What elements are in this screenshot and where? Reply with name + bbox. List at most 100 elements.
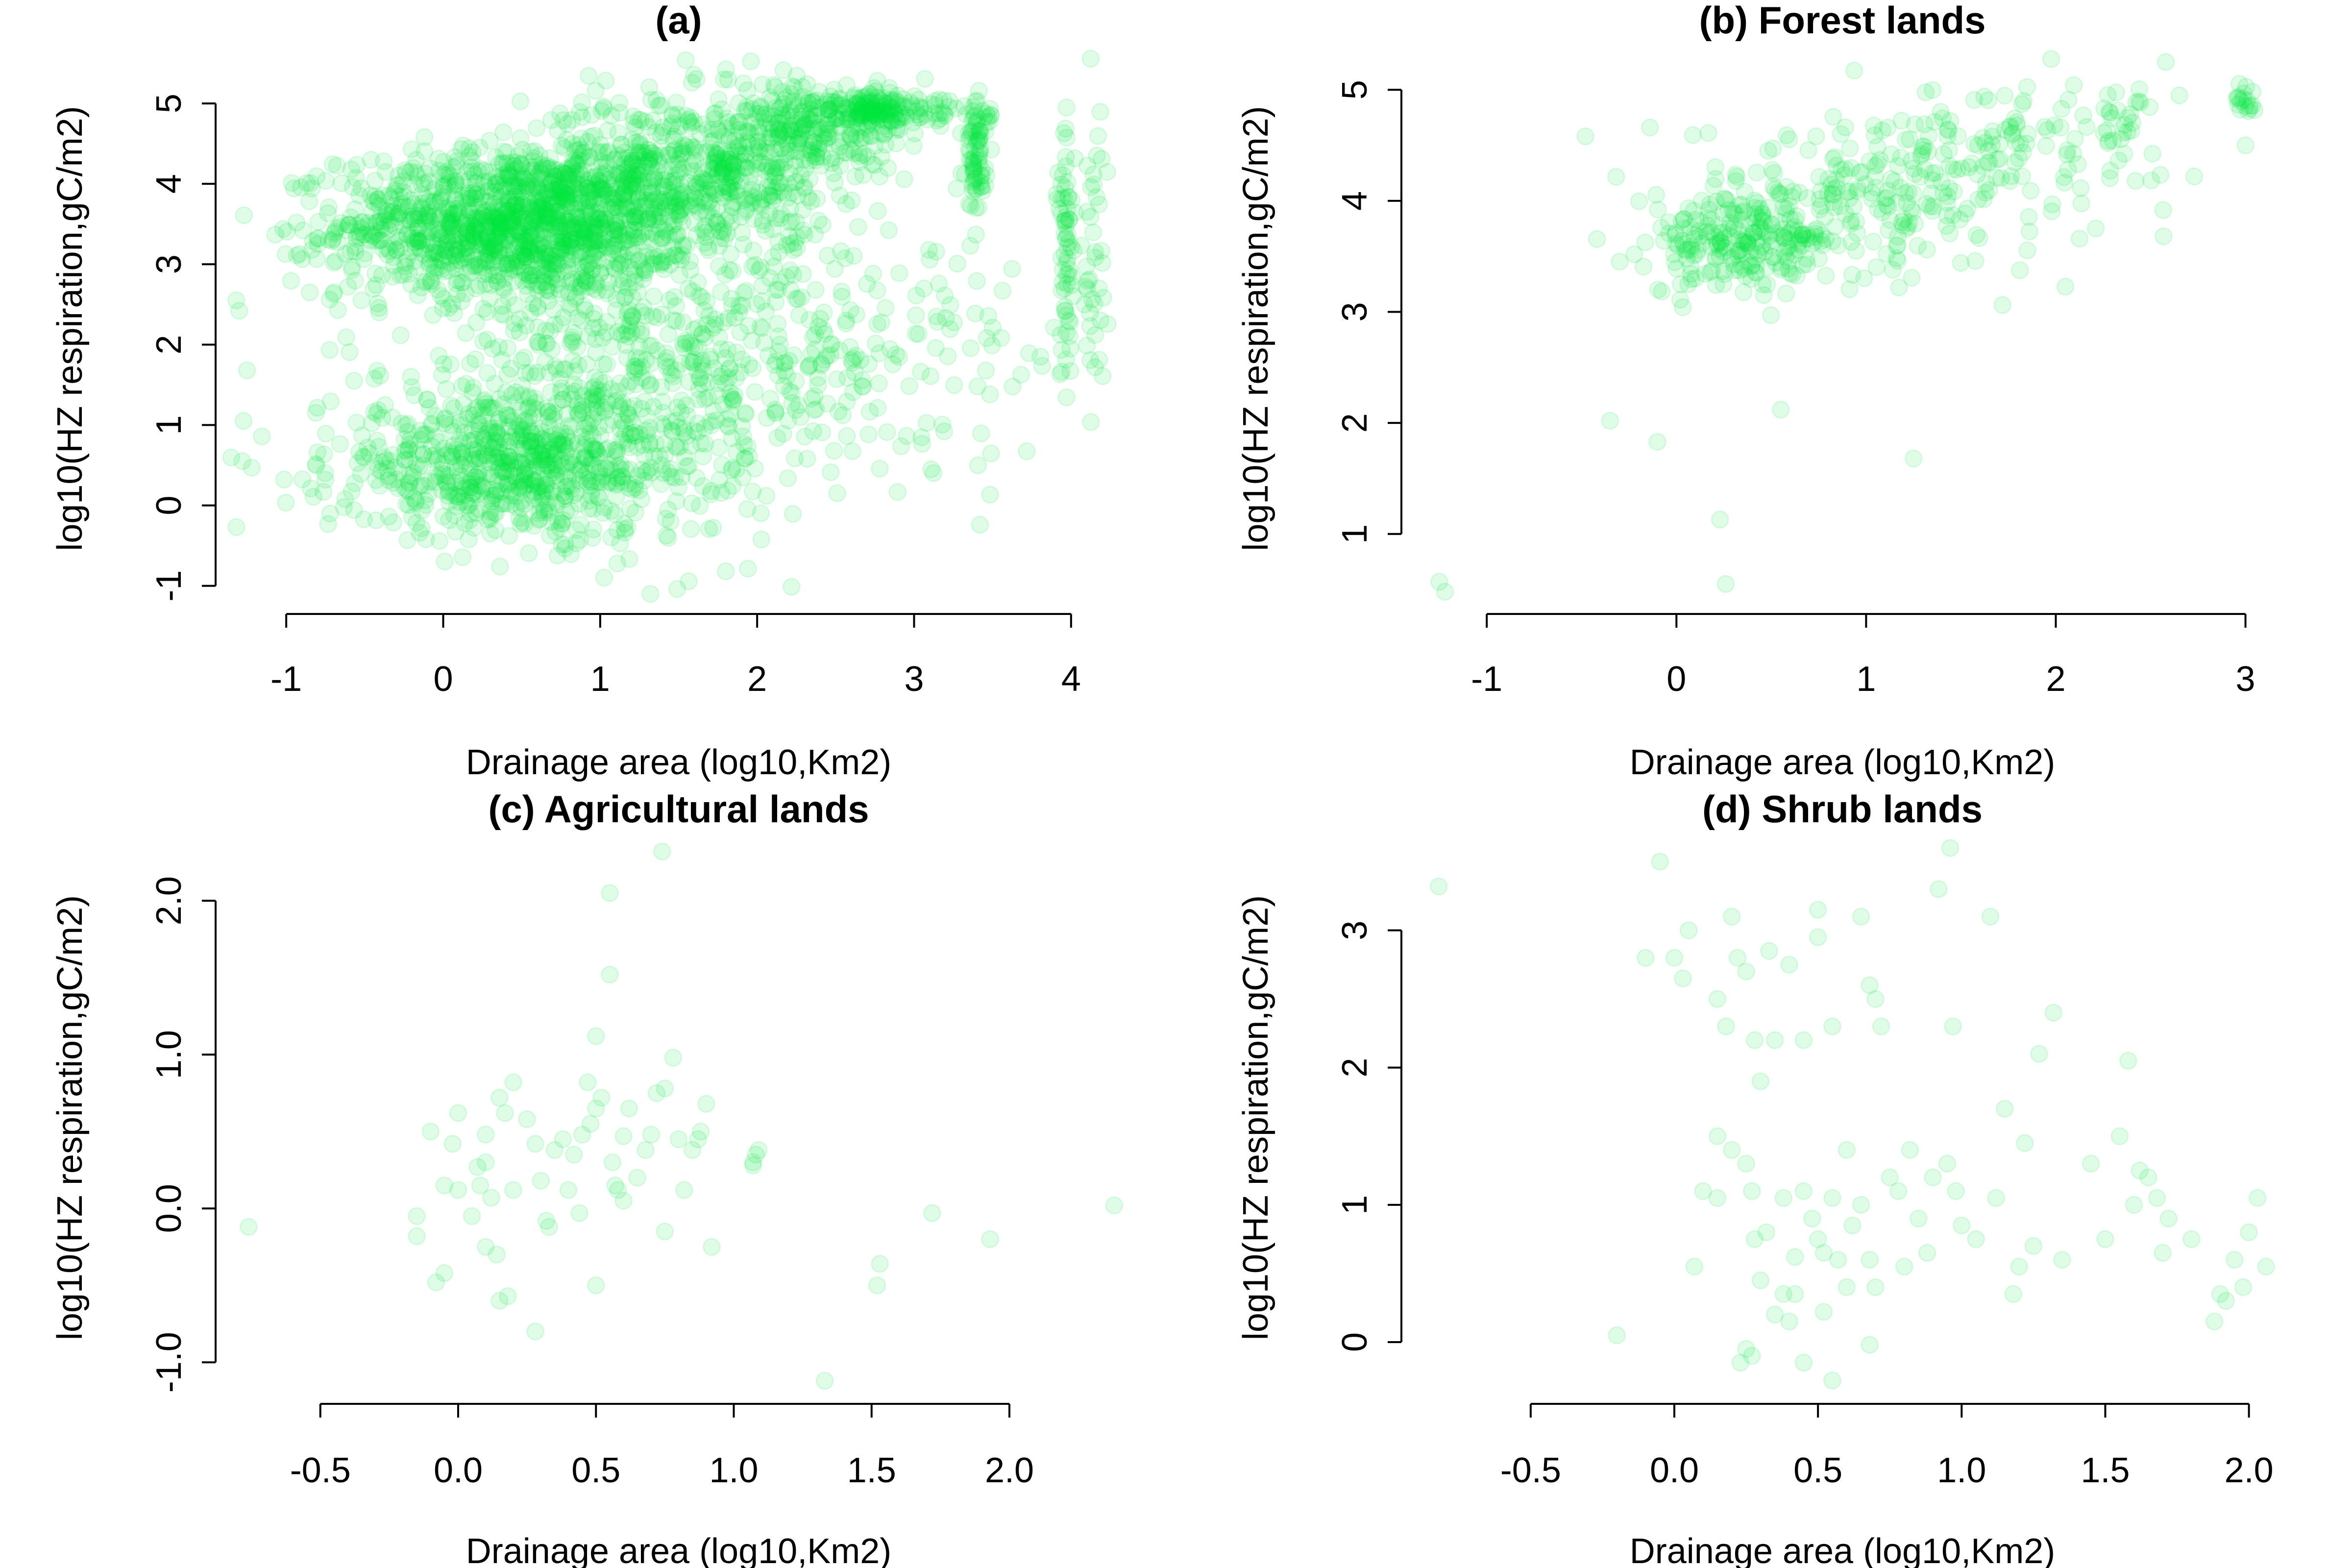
data-point [424, 306, 442, 324]
data-point [472, 229, 491, 247]
data-point [564, 1145, 583, 1164]
data-point [638, 213, 657, 231]
data-point [448, 251, 466, 270]
data-point [351, 228, 369, 246]
data-point [1652, 282, 1671, 301]
data-point [578, 267, 597, 286]
data-point [1916, 83, 1935, 101]
data-point [522, 142, 540, 161]
data-point [557, 211, 575, 230]
data-point [410, 232, 428, 250]
data-point [588, 231, 607, 250]
data-point [672, 403, 690, 422]
data-point [1093, 254, 1112, 272]
data-point [1872, 1017, 1890, 1036]
data-point [742, 100, 761, 119]
scatter-points [240, 842, 1124, 1390]
data-point [433, 252, 452, 270]
data-point [406, 234, 424, 252]
data-point [2170, 86, 2189, 105]
data-point [528, 168, 546, 187]
data-point [450, 251, 469, 270]
data-point [497, 202, 515, 221]
data-point [498, 163, 516, 182]
data-point [652, 255, 670, 274]
data-point [1809, 928, 1827, 947]
data-point [923, 1204, 941, 1223]
data-point [655, 252, 673, 270]
data-point [600, 965, 619, 984]
data-point [234, 412, 253, 430]
data-point [462, 189, 481, 207]
data-point [868, 281, 886, 300]
data-point [1906, 115, 1924, 134]
data-point [469, 209, 488, 227]
data-point [854, 166, 872, 184]
data-point [577, 198, 595, 217]
data-point [447, 174, 466, 193]
data-point [626, 212, 644, 231]
data-point [499, 217, 518, 235]
data-point [1918, 240, 1936, 259]
data-point [1648, 433, 1667, 451]
data-point [347, 229, 366, 248]
data-point [533, 189, 552, 208]
data-point [492, 213, 511, 231]
data-point [573, 161, 592, 179]
data-point [872, 313, 891, 332]
data-point [446, 226, 465, 244]
data-point [352, 179, 370, 197]
data-point [402, 229, 421, 247]
data-point [448, 285, 466, 303]
data-point [477, 177, 495, 196]
data-point [1862, 190, 1881, 208]
data-point [520, 544, 538, 563]
data-point [1708, 990, 1727, 1008]
data-point [445, 246, 464, 265]
data-point [566, 141, 585, 160]
data-point [543, 196, 561, 215]
data-point [619, 242, 638, 261]
data-point [418, 222, 437, 241]
data-point [2159, 1209, 2178, 1228]
data-point [466, 232, 484, 250]
data-point [665, 142, 684, 160]
data-point [692, 351, 711, 370]
data-point [526, 1322, 544, 1341]
data-point [640, 214, 659, 233]
data-point [445, 236, 464, 255]
data-point [667, 297, 686, 316]
data-point [498, 189, 516, 208]
data-point [551, 284, 570, 303]
data-point [1788, 267, 1806, 285]
data-point [549, 213, 567, 232]
data-point [1981, 907, 2000, 926]
x-tick-label: 2.0 [985, 1451, 1034, 1490]
data-point [935, 286, 954, 305]
data-point [1679, 921, 1698, 940]
data-point [413, 219, 431, 237]
data-point [621, 158, 639, 176]
data-point [586, 231, 604, 249]
data-point [462, 158, 481, 176]
data-point [549, 226, 568, 245]
data-point [433, 227, 452, 245]
data-point [637, 1141, 655, 1159]
data-point [870, 460, 889, 478]
data-point [549, 211, 568, 229]
data-point [307, 404, 325, 422]
data-point [476, 1153, 495, 1172]
data-point [593, 213, 611, 232]
data-point [551, 370, 569, 389]
data-point [443, 232, 462, 251]
data-point [616, 206, 635, 224]
data-point [499, 262, 518, 281]
data-point [579, 234, 598, 252]
data-point [490, 212, 508, 230]
data-point [626, 208, 644, 226]
data-point [429, 194, 447, 212]
data-point [577, 178, 596, 197]
data-point [453, 172, 472, 191]
data-point [510, 223, 528, 242]
data-point [486, 236, 504, 255]
